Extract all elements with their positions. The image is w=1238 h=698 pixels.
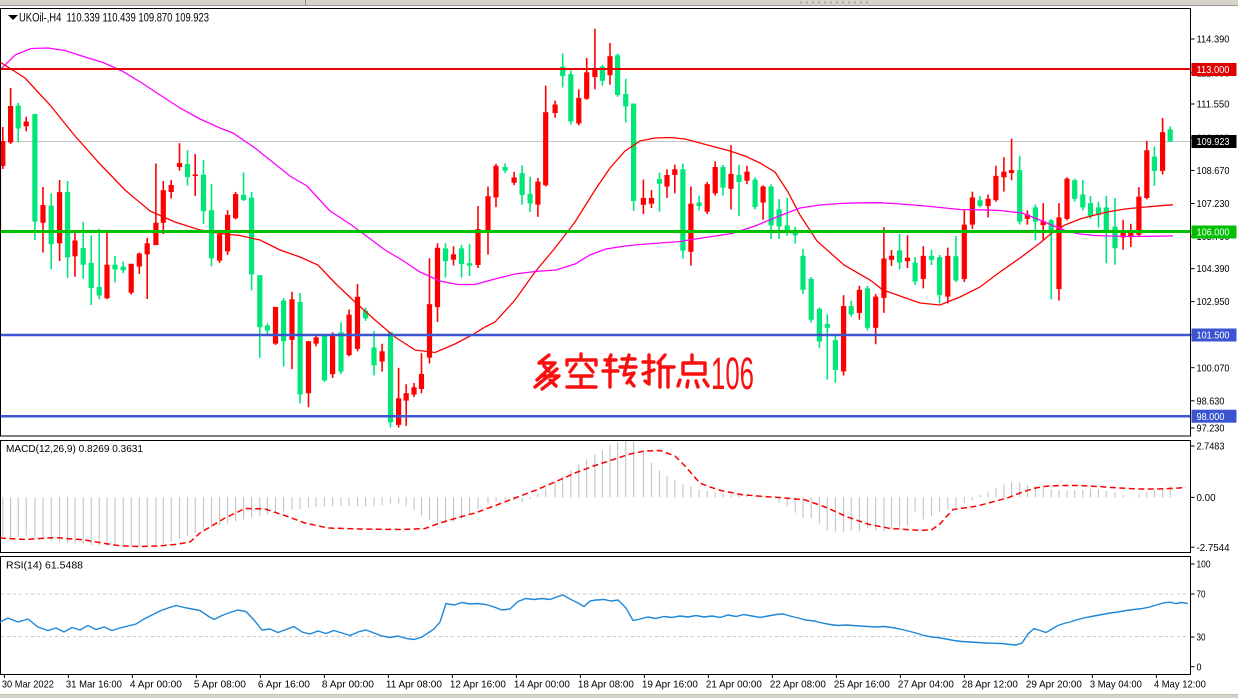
svg-text:100: 100 [1197, 559, 1211, 571]
svg-text:108.670: 108.670 [1197, 165, 1230, 177]
svg-text:109.923: 109.923 [1197, 136, 1230, 148]
svg-text:14 Apr 00:00: 14 Apr 00:00 [514, 679, 570, 691]
svg-text:111.550: 111.550 [1197, 99, 1230, 111]
svg-text:UKOil-,H4 110.339 110.439 109: UKOil-,H4 110.339 110.439 109.870 109.92… [19, 13, 209, 25]
svg-text:RSI(14) 61.5488: RSI(14) 61.5488 [6, 560, 83, 572]
svg-text:-2.7544: -2.7544 [1197, 542, 1230, 554]
svg-text:31 Mar 16:00: 31 Mar 16:00 [66, 679, 122, 691]
svg-text:5 Apr 08:00: 5 Apr 08:00 [194, 679, 246, 691]
svg-text:106.000: 106.000 [1197, 227, 1230, 239]
svg-text:100.070: 100.070 [1197, 362, 1230, 374]
svg-text:101.500: 101.500 [1197, 330, 1230, 342]
svg-text:28 Apr 12:00: 28 Apr 12:00 [962, 679, 1018, 691]
svg-text:27 Apr 04:00: 27 Apr 04:00 [898, 679, 954, 691]
svg-text:98.630: 98.630 [1197, 395, 1225, 407]
svg-text:12 Apr 16:00: 12 Apr 16:00 [450, 679, 506, 691]
svg-text:6 Apr 16:00: 6 Apr 16:00 [258, 679, 310, 691]
svg-text:2.7483: 2.7483 [1197, 441, 1225, 453]
svg-text:29 Apr 20:00: 29 Apr 20:00 [1026, 679, 1082, 691]
svg-text:MACD(12,26,9) 0.8269 0.3631: MACD(12,26,9) 0.8269 0.3631 [6, 443, 143, 455]
svg-text:113.000: 113.000 [1197, 64, 1230, 76]
svg-text:107.230: 107.230 [1197, 198, 1230, 210]
svg-text:30 Mar 2022: 30 Mar 2022 [2, 679, 54, 691]
svg-text:98.000: 98.000 [1197, 411, 1225, 423]
svg-text:114.390: 114.390 [1197, 34, 1230, 46]
svg-text:106: 106 [711, 348, 754, 399]
svg-text:0.00: 0.00 [1197, 492, 1216, 504]
svg-text:0: 0 [1197, 661, 1202, 673]
svg-text:4 May 12:00: 4 May 12:00 [1154, 679, 1206, 691]
svg-text:11 Apr 08:00: 11 Apr 08:00 [386, 679, 442, 691]
svg-text:22 Apr 08:00: 22 Apr 08:00 [770, 679, 826, 691]
svg-text:25 Apr 16:00: 25 Apr 16:00 [834, 679, 890, 691]
svg-text:30: 30 [1197, 632, 1206, 644]
svg-text:102.950: 102.950 [1197, 296, 1230, 308]
svg-text:8 Apr 00:00: 8 Apr 00:00 [322, 679, 374, 691]
svg-text:18 Apr 08:00: 18 Apr 08:00 [578, 679, 634, 691]
svg-text:19 Apr 16:00: 19 Apr 16:00 [642, 679, 698, 691]
svg-text:21 Apr 00:00: 21 Apr 00:00 [706, 679, 762, 691]
svg-text:3 May 04:00: 3 May 04:00 [1090, 679, 1142, 691]
svg-text:70: 70 [1197, 589, 1206, 601]
svg-text:104.390: 104.390 [1197, 263, 1230, 275]
svg-text:4 Apr 00:00: 4 Apr 00:00 [130, 679, 182, 691]
svg-text:97.230: 97.230 [1197, 423, 1225, 435]
